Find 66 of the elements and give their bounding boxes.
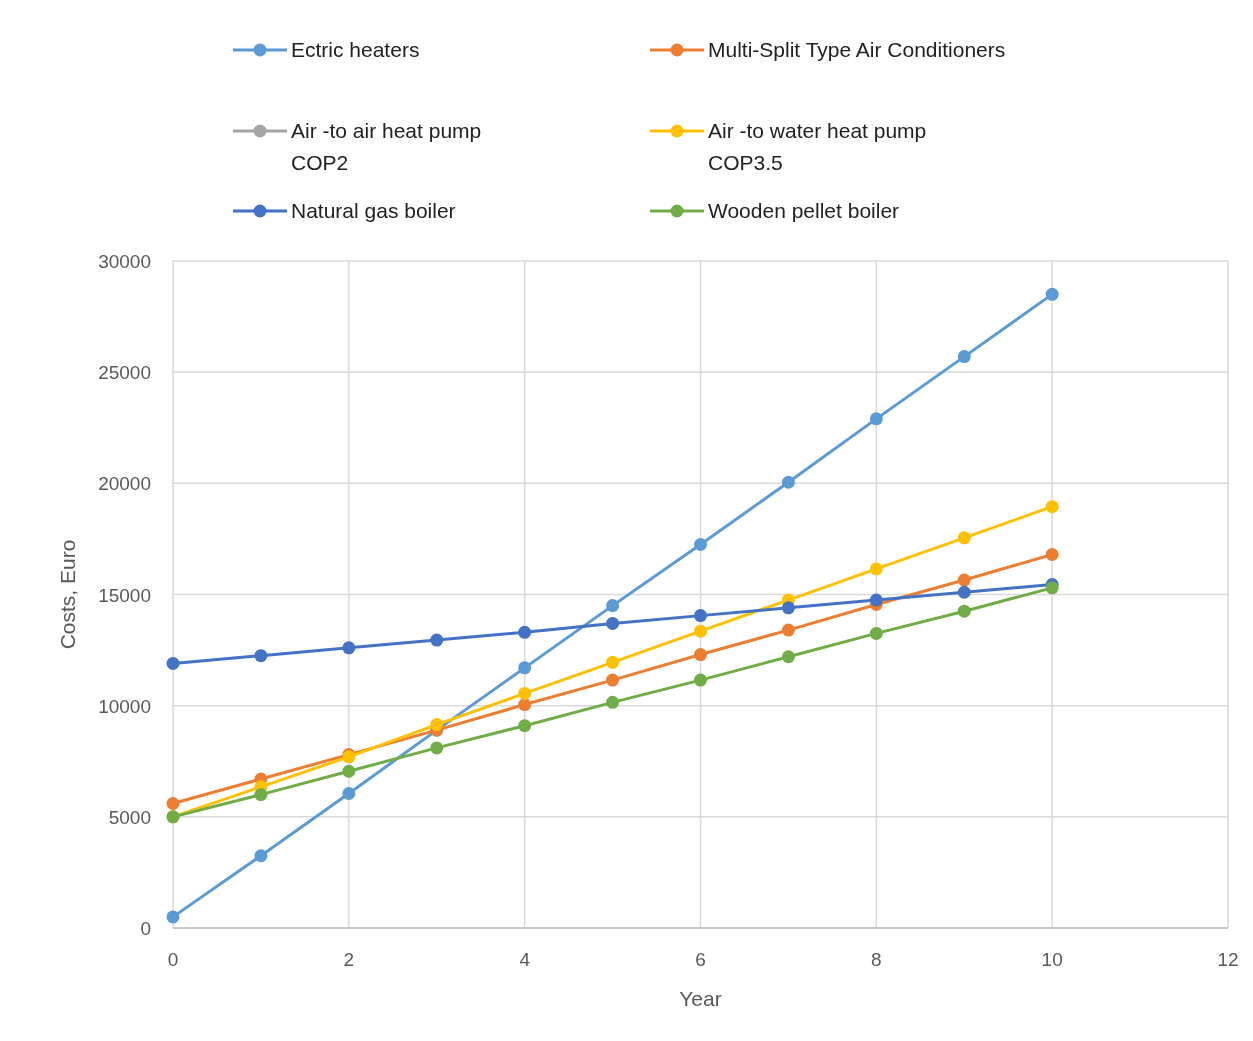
point [781, 623, 795, 637]
point [694, 648, 707, 662]
point [1045, 547, 1059, 561]
point [166, 656, 180, 670]
point [606, 599, 620, 613]
point [869, 412, 883, 426]
y-tick-label: 25000 [98, 362, 151, 384]
point [781, 475, 795, 489]
point [518, 719, 532, 733]
y-axis-title: Costs, Euro [56, 539, 79, 650]
x-tick-label: 4 [519, 949, 531, 970]
point [694, 673, 707, 687]
point [781, 601, 795, 615]
y-tick-label: 30000 [98, 251, 151, 272]
point [957, 350, 971, 364]
point [957, 604, 971, 618]
x-tick-label: 2 [343, 949, 355, 970]
y-tick-label: 5000 [108, 806, 151, 828]
point [430, 741, 444, 755]
point [518, 686, 532, 700]
point [254, 649, 268, 663]
point [694, 624, 707, 638]
legend-label: Air -to water heat pump COP3.5 [708, 119, 927, 174]
point [957, 531, 971, 545]
y-tick-label: 15000 [98, 584, 151, 606]
point [1045, 581, 1059, 595]
point [869, 562, 883, 576]
point [1045, 287, 1059, 301]
point [869, 593, 883, 607]
point [518, 698, 532, 712]
y-tick-label: 10000 [98, 695, 151, 717]
point [1045, 500, 1059, 514]
point [781, 650, 795, 664]
legend-label: Wooden pellet boiler [708, 199, 900, 222]
point [342, 786, 356, 800]
point [957, 585, 971, 599]
point [606, 695, 620, 709]
point [254, 849, 268, 863]
point [254, 788, 268, 802]
x-tick-label: 12 [1217, 949, 1239, 970]
legend-label: Air -to air heat pump COP2 [291, 119, 482, 174]
point [694, 537, 707, 551]
point [606, 655, 620, 669]
point [518, 661, 532, 675]
point [342, 641, 356, 655]
point [518, 625, 532, 639]
point [430, 633, 444, 647]
x-axis-title: Year [679, 987, 722, 1010]
point [694, 609, 707, 623]
point [957, 573, 971, 587]
point [869, 626, 883, 640]
x-tick-label: 8 [871, 949, 882, 970]
legend-label: Multi-Split Type Air Conditioners [708, 38, 1006, 61]
point [342, 764, 356, 778]
point [606, 673, 620, 687]
point [166, 910, 180, 924]
x-tick-label: 6 [695, 949, 706, 970]
y-tick-label: 20000 [98, 473, 151, 495]
point [430, 718, 444, 732]
x-tick-label: 10 [1041, 949, 1063, 970]
x-tick-label: 0 [167, 949, 179, 970]
point [606, 616, 620, 630]
legend-label: Natural gas boiler [291, 199, 456, 222]
legend-label: Ectric heaters [291, 38, 420, 61]
point [166, 796, 180, 810]
y-tick-label: 0 [140, 918, 151, 939]
